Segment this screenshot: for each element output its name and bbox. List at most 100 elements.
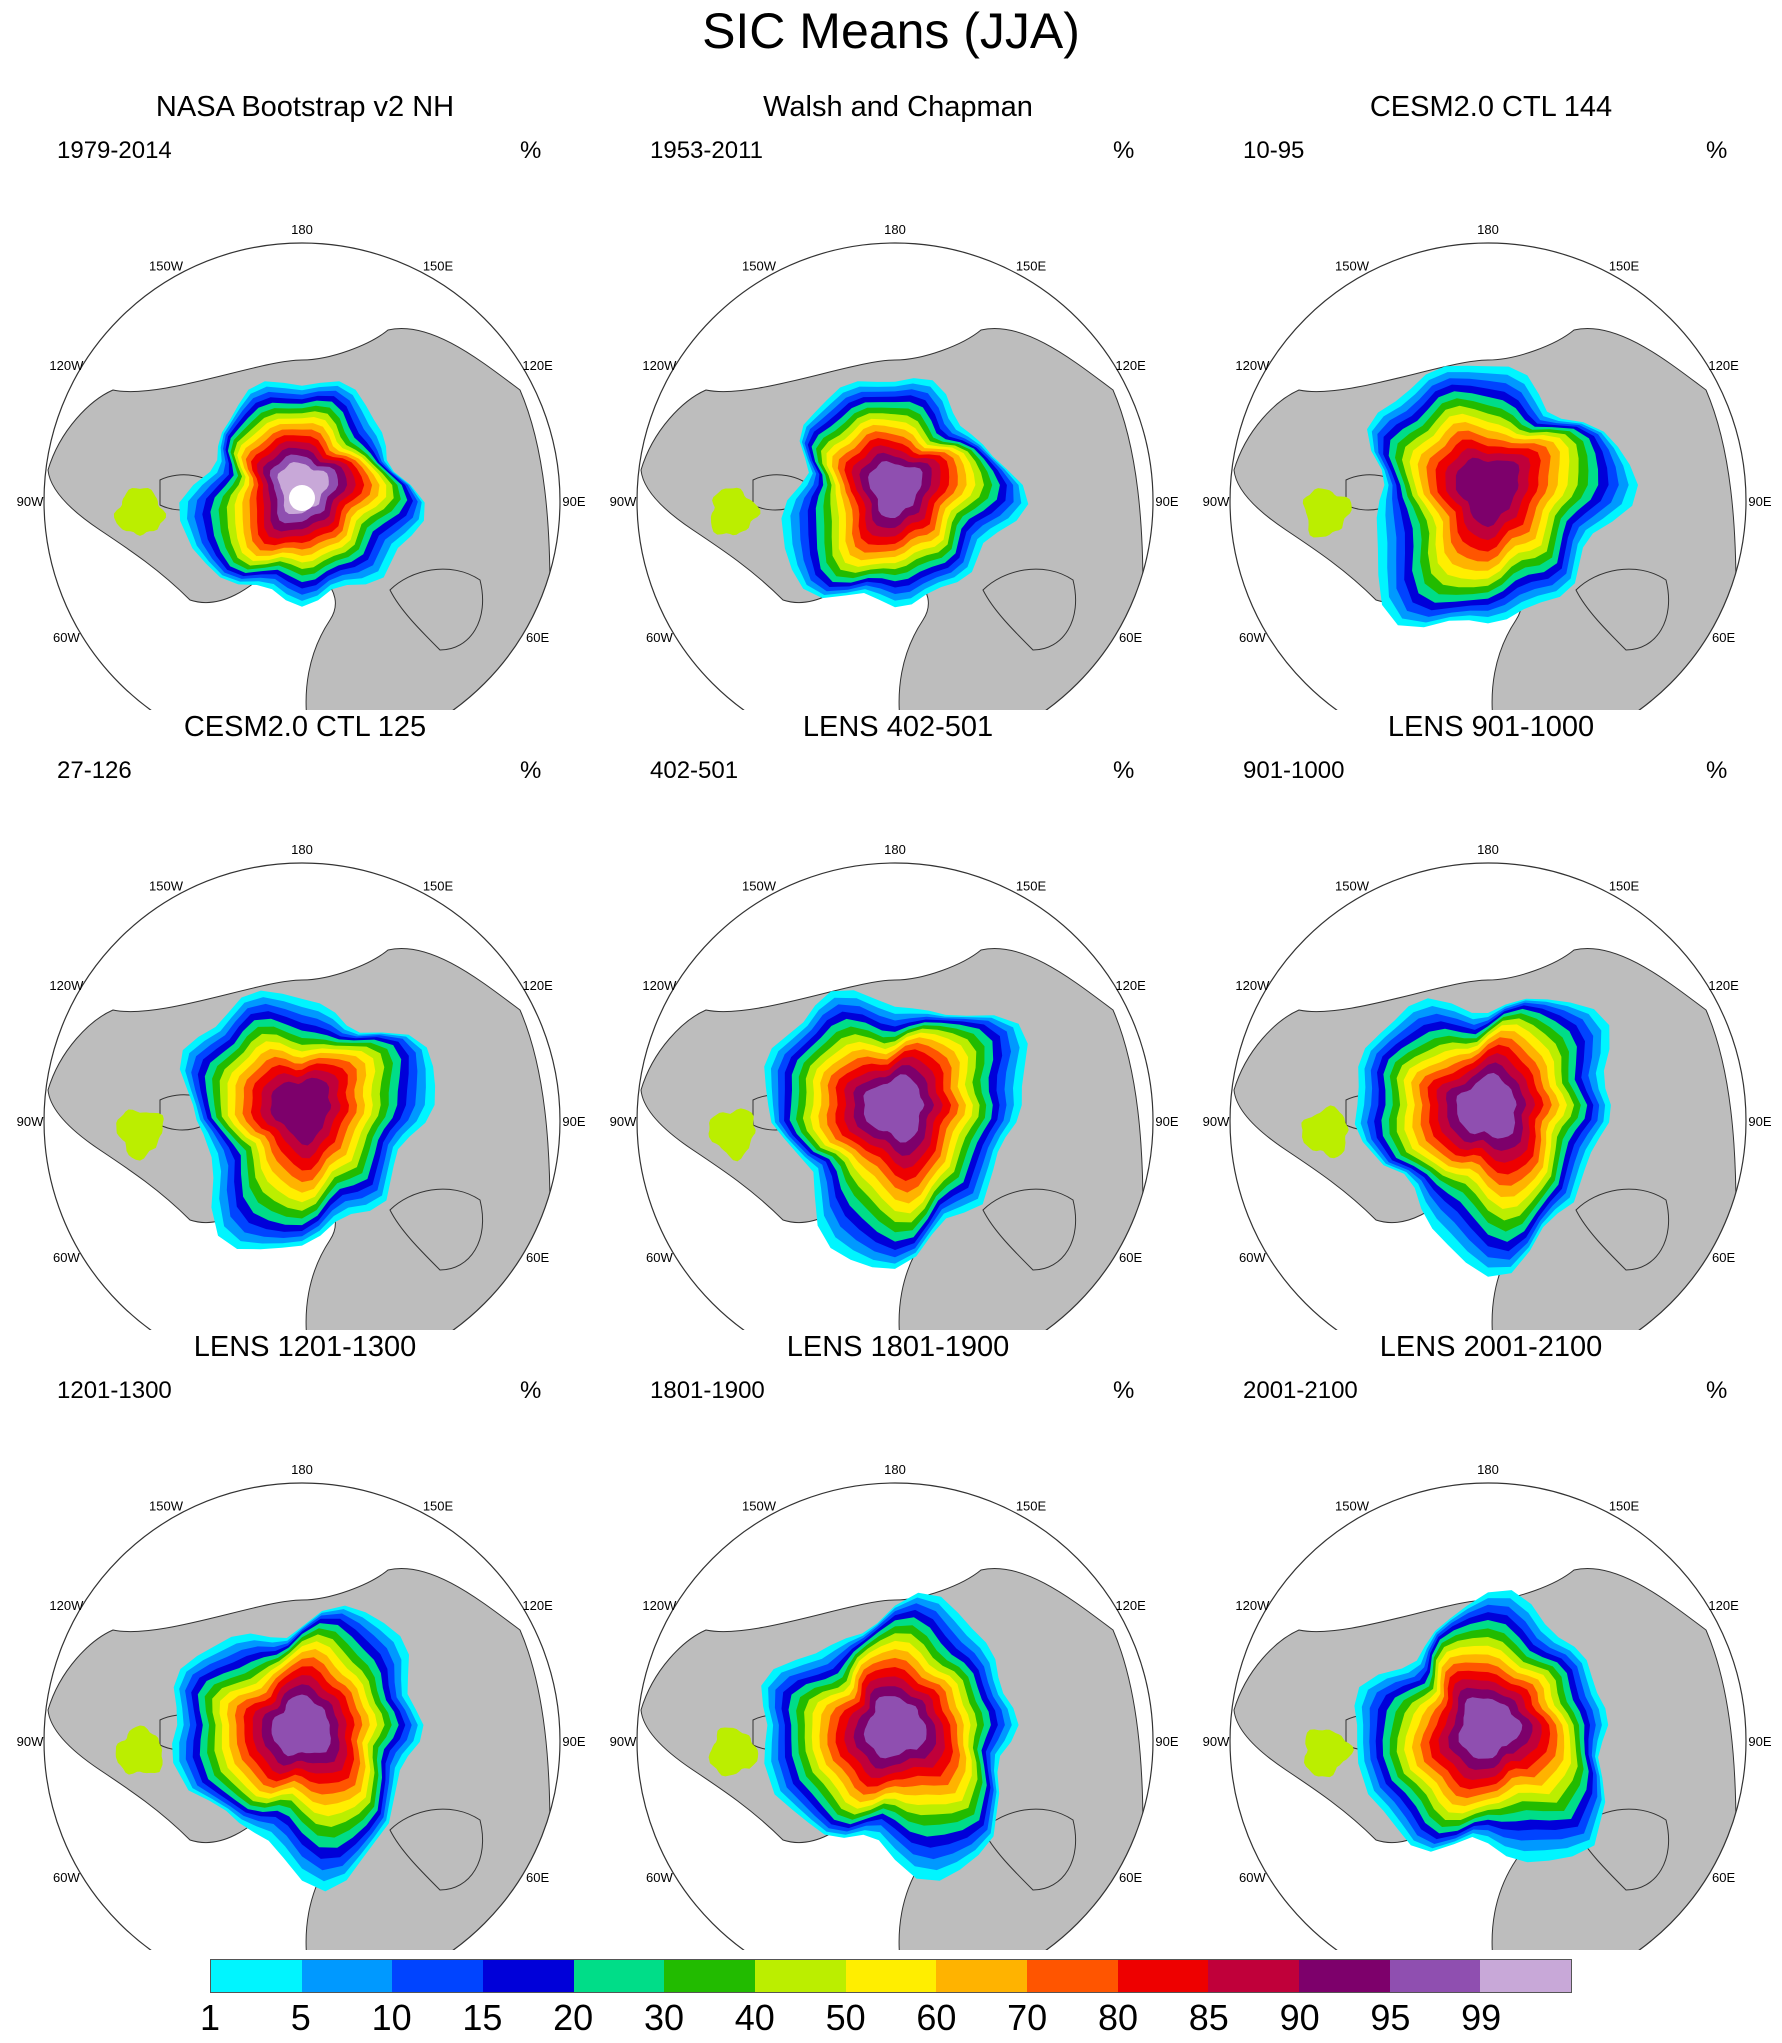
longitude-label: 150W <box>1335 878 1370 893</box>
colorbar-box <box>392 1960 484 1992</box>
longitude-label: 150E <box>1609 878 1640 893</box>
longitude-label: 120W <box>49 1598 84 1613</box>
polar-map: 180150E120E90E60E30E030W60W90W120W150W <box>17 222 586 710</box>
longitude-label: 90W <box>17 494 44 509</box>
longitude-label: 120W <box>642 358 677 373</box>
panel-period: 27-126 <box>57 757 132 784</box>
colorbar-box <box>1480 1960 1572 1992</box>
longitude-label: 60W <box>646 1870 673 1885</box>
sic-hudson-bay <box>1301 1105 1349 1159</box>
land-island <box>389 1808 484 1891</box>
colorbar-box <box>1299 1960 1390 1992</box>
polar-map: 180150E120E90E60E30E030W60W90W120W150W <box>610 842 1179 1330</box>
longitude-label: 150E <box>423 258 454 273</box>
map-panel: NASA Bootstrap v2 NH 1979-2014% 180 150E 120… <box>10 90 600 710</box>
panel-unit: % <box>520 1377 542 1404</box>
colorbar-tick-label: 99 <box>1461 1997 1502 2038</box>
longitude-label: 120E <box>1115 358 1146 373</box>
longitude-label: 90W <box>610 1734 637 1749</box>
longitude-label: 120E <box>1115 978 1146 993</box>
longitude-label: 180 <box>291 1462 313 1477</box>
longitude-label: 90W <box>17 1114 44 1129</box>
longitude-label: 120W <box>1235 978 1270 993</box>
longitude-label: 90E <box>562 494 585 509</box>
colorbar-tick-label: 95 <box>1370 1997 1411 2038</box>
longitude-label: 90W <box>1203 494 1230 509</box>
longitude-label: 120E <box>1708 978 1739 993</box>
longitude-label: 150E <box>1016 878 1047 893</box>
colorbar-tick-label: 1 <box>199 1997 221 2038</box>
polar-map: 180150E120E90E60E30E030W60W90W120W150W <box>1203 222 1772 710</box>
panel-title: NASA Bootstrap v2 NH <box>155 91 455 123</box>
map-panel: LENS 901-1000901-1000%180150E120E90E60E3… <box>1196 710 1782 1330</box>
longitude-label: 180 <box>291 222 313 237</box>
polar-map: 180150E120E90E60E30E030W60W90W120W150W <box>610 222 1179 710</box>
longitude-label: 90E <box>562 1114 585 1129</box>
longitude-label: 120W <box>49 358 84 373</box>
sic-contour-90 <box>270 1077 332 1146</box>
panel-title: LENS 2001-2100 <box>1379 1331 1603 1363</box>
longitude-label: 60W <box>53 1250 80 1265</box>
map-panel: LENS 1801-1900 1801-1900% 180 150E 120E 90E 60… <box>603 1330 1193 1950</box>
panel-title: LENS 1801-1900 <box>786 1331 1010 1363</box>
polar-map: 180150E120E90E60E30E030W60W90W120W150W <box>610 1462 1179 1950</box>
sic-hudson-bay <box>115 1725 163 1775</box>
panel-unit: % <box>1706 137 1728 164</box>
longitude-label: 60W <box>1239 1250 1266 1265</box>
colorbar-box <box>664 1960 756 1992</box>
longitude-label: 60E <box>1712 630 1735 645</box>
panel-unit: % <box>1113 1377 1135 1404</box>
longitude-label: 180 <box>1477 1462 1499 1477</box>
panel-period: 901-1000 <box>1243 757 1345 784</box>
map-panel: LENS 2001-2100 2001-2100% 180 150E 120E 90E 60… <box>1196 1330 1782 1950</box>
longitude-label: 150W <box>149 258 184 273</box>
longitude-label: 60E <box>1119 630 1142 645</box>
map-panel: LENS 402-501402-501%180150E120E90E60E30E… <box>603 710 1193 1330</box>
longitude-label: 60E <box>1119 1250 1142 1265</box>
longitude-label: 150W <box>149 878 184 893</box>
colorbar-tick-label: 5 <box>290 1997 311 2038</box>
longitude-label: 120E <box>522 978 553 993</box>
longitude-label: 180 <box>1477 842 1499 857</box>
colorbar-tick-label: 20 <box>553 1997 594 2038</box>
longitude-label: 90W <box>610 494 637 509</box>
longitude-label: 90W <box>1203 1734 1230 1749</box>
panel-unit: % <box>1113 137 1135 164</box>
panel-period: 402-501 <box>650 757 739 784</box>
longitude-label: 150E <box>1609 258 1640 273</box>
map-panel: CESM2.0 CTL 144 10-95% 180150E120E90E60E30… <box>1196 90 1782 710</box>
panel-period: 10-95 <box>1243 137 1305 164</box>
longitude-label: 90E <box>1155 1734 1178 1749</box>
colorbar-box <box>1208 1960 1300 1992</box>
panel-title: CESM2.0 CTL 144 <box>1369 91 1613 123</box>
colorbar-box <box>211 1960 302 1992</box>
colorbar-box <box>755 1960 846 1992</box>
longitude-label: 90E <box>1155 1114 1178 1129</box>
longitude-label: 60E <box>1119 1870 1142 1885</box>
panel-title: CESM2.0 CTL 125 <box>183 711 427 743</box>
land-island <box>389 568 484 651</box>
longitude-label: 90E <box>1155 494 1178 509</box>
colorbar-box <box>936 1960 1028 1992</box>
panel-unit: % <box>520 137 542 164</box>
colorbar-tick-label: 60 <box>916 1997 957 2038</box>
polar-map: 180150E120E90E60E30E030W60W90W120W150W <box>1203 842 1772 1330</box>
longitude-label: 150W <box>742 878 777 893</box>
map-panel: CESM2.0 CTL 12527-126%180150E120E90E60E3… <box>10 710 600 1330</box>
longitude-label: 60E <box>526 1870 549 1885</box>
land-island <box>982 1808 1077 1891</box>
sic-contour-95 <box>1458 1697 1523 1759</box>
panel-unit: % <box>1113 757 1135 784</box>
panel-period: 1201-1300 <box>57 1377 172 1404</box>
land-island <box>982 1188 1077 1271</box>
longitude-label: 150E <box>1609 1498 1640 1513</box>
colorbar-box <box>845 1960 937 1992</box>
panel-period: 1801-1900 <box>650 1377 765 1404</box>
longitude-label: 180 <box>291 842 313 857</box>
polar-map: 180150E120E90E60E30E030W60W90W120W150W <box>1203 1462 1772 1950</box>
panel-title: Walsh and Chapman <box>763 91 1033 123</box>
sic-contour-95 <box>868 461 923 518</box>
colorbar-tick-label: 10 <box>371 1997 412 2038</box>
map-border <box>43 1482 561 1950</box>
colorbar-box <box>573 1960 665 1992</box>
